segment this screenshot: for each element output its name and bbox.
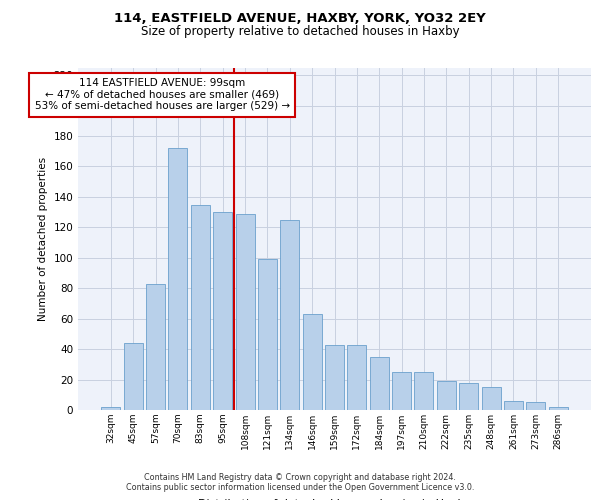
Bar [191, 204, 210, 410]
Bar [280, 220, 299, 410]
Bar [302, 314, 322, 410]
Bar [526, 402, 545, 410]
Bar [437, 381, 456, 410]
Bar [124, 343, 143, 410]
Bar [482, 387, 500, 410]
Bar [459, 382, 478, 410]
Bar [213, 212, 232, 410]
Bar [169, 148, 187, 410]
Text: Contains HM Land Registry data © Crown copyright and database right 2024.
Contai: Contains HM Land Registry data © Crown c… [126, 473, 474, 492]
Text: 114 EASTFIELD AVENUE: 99sqm
← 47% of detached houses are smaller (469)
53% of se: 114 EASTFIELD AVENUE: 99sqm ← 47% of det… [35, 78, 290, 112]
Bar [325, 344, 344, 410]
Bar [548, 407, 568, 410]
Bar [236, 214, 254, 410]
Bar [258, 260, 277, 410]
Bar [370, 356, 389, 410]
Bar [146, 284, 165, 410]
Y-axis label: Number of detached properties: Number of detached properties [38, 156, 48, 321]
Bar [392, 372, 411, 410]
X-axis label: Distribution of detached houses by size in Haxby: Distribution of detached houses by size … [198, 499, 471, 500]
Bar [415, 372, 433, 410]
Text: Size of property relative to detached houses in Haxby: Size of property relative to detached ho… [140, 25, 460, 38]
Bar [504, 401, 523, 410]
Bar [101, 407, 121, 410]
Text: 114, EASTFIELD AVENUE, HAXBY, YORK, YO32 2EY: 114, EASTFIELD AVENUE, HAXBY, YORK, YO32… [114, 12, 486, 26]
Bar [347, 344, 367, 410]
